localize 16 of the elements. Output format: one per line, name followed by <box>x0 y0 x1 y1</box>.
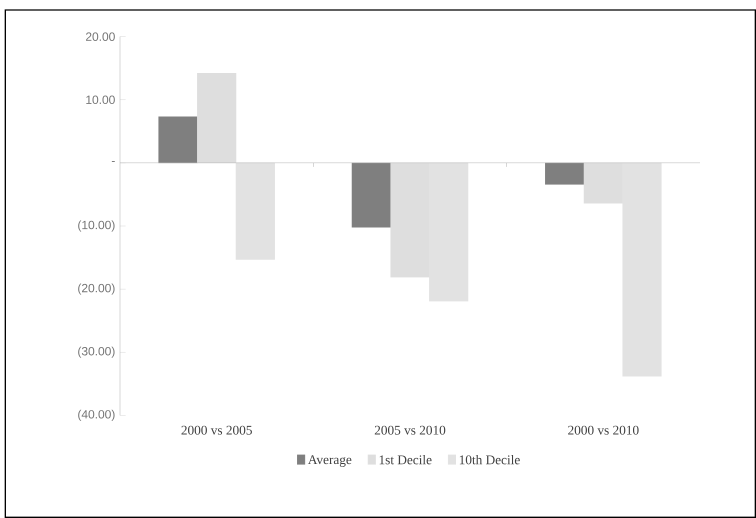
x-tick-label: 2005 vs 2010 <box>374 426 446 435</box>
y-tick-label: (30.00) <box>78 346 115 358</box>
bar <box>352 162 391 228</box>
legend-label: 10th Decile <box>460 454 520 464</box>
x-tick-label: 2000 vs 2010 <box>568 426 639 435</box>
y-tick-label: 20.00 <box>86 32 115 41</box>
y-tick-label: (10.00) <box>78 220 115 232</box>
legend-label: 1st Decile <box>380 454 432 464</box>
y-tick-label: (20.00) <box>78 284 115 295</box>
legend-label: Average <box>308 455 352 467</box>
x-tick-label: 2000 vs 2005 <box>181 426 252 435</box>
y-tick-label: 10.00 <box>86 96 115 104</box>
y-tick-label: (40.00) <box>78 410 115 421</box>
bar <box>158 116 198 164</box>
bar <box>545 162 584 185</box>
y-tick-label: - <box>112 161 115 162</box>
